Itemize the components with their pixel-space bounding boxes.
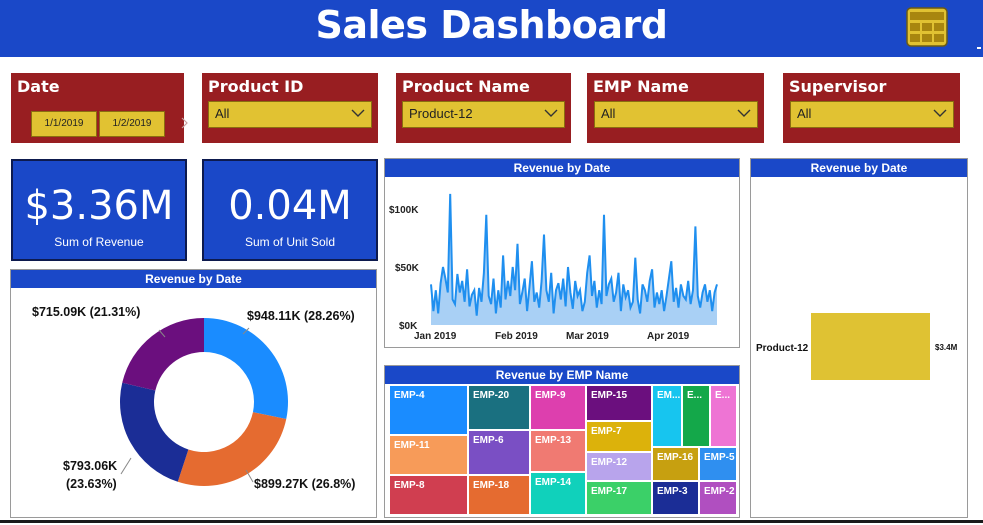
units-kpi-value: 0.04M — [204, 183, 376, 229]
header-bar: Sales Dashboard — [0, 0, 983, 57]
x-tick-feb: Feb 2019 — [495, 331, 538, 342]
chevron-down-icon — [351, 108, 365, 118]
emp-name-dropdown[interactable]: All — [594, 101, 758, 128]
product-name-value: Product-12 — [409, 106, 473, 121]
treemap-title: Revenue by EMP Name — [385, 366, 739, 384]
donut-label-bottom-left-percent: (23.63%) — [66, 476, 117, 493]
date-start-input[interactable]: 1/1/2019 — [31, 111, 97, 137]
product-name-label: Product Name — [402, 77, 530, 96]
units-kpi-card[interactable]: 0.04M Sum of Unit Sold — [202, 159, 378, 261]
treemap-cell[interactable]: EMP-15 — [586, 385, 652, 421]
treemap-cell[interactable]: EM... — [652, 385, 682, 447]
bar-chart-panel[interactable]: Revenue by Date Product-12 $3.4M — [750, 158, 968, 518]
chevron-right-icon[interactable] — [181, 117, 189, 129]
dashboard-root: Sales Dashboard Date 1/1/2019 1/2/2019 P… — [0, 0, 983, 525]
donut-label-top-left: $715.09K (21.31%) — [32, 304, 140, 321]
revenue-kpi-value: $3.36M — [13, 183, 185, 229]
chevron-down-icon — [544, 108, 558, 118]
donut-label-bottom-left-value: $793.06K — [63, 458, 117, 475]
bottom-border — [0, 520, 983, 523]
revenue-kpi-card[interactable]: $3.36M Sum of Revenue — [11, 159, 187, 261]
emp-name-label: EMP Name — [593, 77, 689, 96]
page-title: Sales Dashboard — [0, 0, 983, 50]
bar-product-12[interactable] — [811, 313, 930, 380]
product-id-value: All — [215, 106, 229, 121]
treemap-cell[interactable]: EMP-9 — [530, 385, 586, 430]
supervisor-slicer: Supervisor All — [783, 73, 960, 143]
product-id-slicer: Product ID All — [202, 73, 378, 143]
treemap-cell[interactable]: EMP-20 — [468, 385, 530, 430]
y-tick-100k: $100K — [389, 205, 419, 216]
emp-name-slicer: EMP Name All — [587, 73, 764, 143]
date-slicer-label: Date — [17, 77, 60, 96]
emp-name-value: All — [601, 106, 615, 121]
treemap-cell[interactable]: E... — [710, 385, 737, 447]
supervisor-value: All — [797, 106, 811, 121]
donut-panel[interactable]: Revenue by Date $715.09K (21.31%) $948.1… — [10, 269, 377, 518]
treemap-cell[interactable]: EMP-3 — [652, 481, 699, 515]
date-slicer: Date 1/1/2019 1/2/2019 — [11, 73, 184, 143]
treemap-cell[interactable]: EMP-17 — [586, 481, 652, 515]
units-kpi-label: Sum of Unit Sold — [204, 235, 376, 249]
donut-slice[interactable] — [120, 383, 188, 482]
treemap-body: EMP-4 EMP-20 EMP-9 EMP-15 EM... E... E..… — [389, 385, 737, 515]
donut-label-top-right: $948.11K (28.26%) — [247, 308, 355, 325]
supervisor-label: Supervisor — [789, 77, 886, 96]
treemap-cell[interactable]: EMP-12 — [586, 452, 652, 481]
treemap-cell[interactable]: EMP-13 — [530, 430, 586, 472]
chevron-down-icon — [933, 108, 947, 118]
table-icon[interactable] — [906, 7, 948, 47]
product-name-dropdown[interactable]: Product-12 — [402, 101, 565, 128]
donut-slice[interactable] — [178, 412, 286, 486]
treemap-cell[interactable]: EMP-11 — [389, 435, 468, 475]
treemap-cell[interactable]: EMP-4 — [389, 385, 468, 435]
product-name-slicer: Product Name Product-12 — [396, 73, 571, 143]
treemap-cell[interactable]: EMP-7 — [586, 421, 652, 452]
treemap-cell[interactable]: EMP-18 — [468, 475, 530, 515]
product-id-label: Product ID — [208, 77, 303, 96]
header-corner-mark — [977, 47, 981, 49]
product-id-dropdown[interactable]: All — [208, 101, 372, 128]
date-end-input[interactable]: 1/2/2019 — [99, 111, 165, 137]
revenue-kpi-label: Sum of Revenue — [13, 235, 185, 249]
donut-label-bottom-right: $899.27K (26.8%) — [254, 476, 355, 493]
donut-leader-line — [121, 458, 131, 474]
chevron-down-icon — [737, 108, 751, 118]
treemap-cell[interactable]: EMP-6 — [468, 430, 530, 475]
x-tick-jan: Jan 2019 — [414, 331, 457, 342]
treemap-cell[interactable]: EMP-2 — [699, 481, 737, 515]
supervisor-dropdown[interactable]: All — [790, 101, 954, 128]
treemap-panel[interactable]: Revenue by EMP Name EMP-4 EMP-20 EMP-9 E… — [384, 365, 740, 518]
x-tick-apr: Apr 2019 — [647, 331, 690, 342]
donut-slice[interactable] — [122, 318, 204, 391]
line-chart-panel[interactable]: Revenue by Date $100K $50K $0K Jan 2019 … — [384, 158, 740, 348]
bar-value-label: $3.4M — [935, 343, 957, 352]
bar-chart-title: Revenue by Date — [751, 159, 967, 177]
x-tick-mar: Mar 2019 — [566, 331, 609, 342]
revenue-area-chart[interactable]: $100K $50K $0K Jan 2019 Feb 2019 Mar 201… — [385, 177, 739, 347]
treemap-cell[interactable]: EMP-5 — [699, 447, 737, 481]
treemap-cell[interactable]: EMP-14 — [530, 472, 586, 515]
y-tick-50k: $50K — [395, 263, 420, 274]
treemap-cell[interactable]: E... — [682, 385, 710, 447]
bar-category-label: Product-12 — [756, 343, 808, 354]
line-chart-title: Revenue by Date — [385, 159, 739, 177]
treemap-cell[interactable]: EMP-16 — [652, 447, 699, 481]
donut-panel-title: Revenue by Date — [11, 270, 376, 288]
donut-slice[interactable] — [204, 318, 288, 419]
treemap-cell[interactable]: EMP-8 — [389, 475, 468, 515]
